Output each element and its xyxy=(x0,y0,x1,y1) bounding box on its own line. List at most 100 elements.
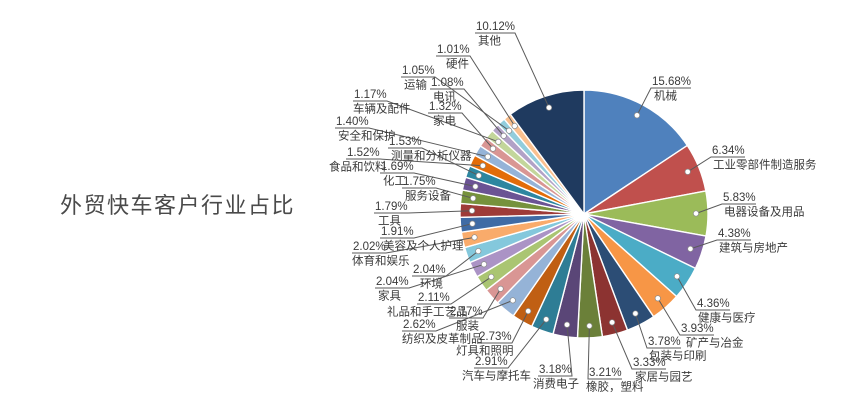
slice-marker xyxy=(509,297,516,304)
leader-line xyxy=(657,298,714,336)
slice-name-label: 汽车与摩托车 xyxy=(462,369,531,383)
slice-marker xyxy=(684,168,691,175)
slice-percent-label: 3.18% xyxy=(539,364,572,376)
leader-line xyxy=(436,55,516,127)
leader-line xyxy=(402,187,474,199)
slice-name-label: 硬件 xyxy=(446,57,469,71)
leader-line xyxy=(412,250,479,277)
slice-percent-label: 3.93% xyxy=(681,323,714,335)
slice-marker xyxy=(673,273,681,280)
slice-percent-label: 1.91% xyxy=(381,226,414,238)
slice-name-label: 包装与印刷 xyxy=(649,350,707,363)
slice-name-label: 车辆及配件 xyxy=(353,102,411,116)
leader-line xyxy=(352,236,475,254)
slice-marker xyxy=(525,308,532,315)
leader-line xyxy=(388,147,480,177)
leader-line xyxy=(380,223,473,239)
slice-marker xyxy=(475,172,482,179)
leader-line xyxy=(611,322,666,370)
leader-line xyxy=(430,88,505,137)
slice-percent-label: 4.38% xyxy=(718,228,751,240)
leader-line xyxy=(695,203,756,214)
leader-line xyxy=(474,319,547,369)
leader-line xyxy=(417,276,492,305)
slice-percent-label: 10.12% xyxy=(476,21,515,33)
leader-line xyxy=(634,313,681,349)
pie-slices-group xyxy=(459,89,709,339)
leader-line xyxy=(538,324,573,377)
slice-marker xyxy=(497,285,504,292)
leader-line xyxy=(478,310,529,344)
slice-percent-label: 15.68% xyxy=(652,76,691,88)
slice-marker xyxy=(543,316,550,323)
leader-line xyxy=(676,276,730,311)
leader-line xyxy=(353,100,499,143)
leader-line xyxy=(380,172,476,187)
slice-marker xyxy=(468,207,476,214)
slice-percent-label: 2.04% xyxy=(376,276,409,288)
leader-line xyxy=(690,239,751,250)
slice-percent-label: 2.11% xyxy=(418,292,450,304)
slice-percent-label: 3.33% xyxy=(633,357,666,369)
slice-marker xyxy=(484,153,491,160)
slice-name-label: 消费电子 xyxy=(533,377,579,391)
slice-name-label: 健康与医疗 xyxy=(698,311,756,325)
slice-name-label: 其他 xyxy=(478,35,501,48)
slice-percent-label: 1.05% xyxy=(402,65,435,77)
slice-name-label: 机械 xyxy=(654,89,677,103)
slice-percent-label: 3.78% xyxy=(648,336,681,348)
slice-percent-label: 6.34% xyxy=(712,145,745,157)
slice-marker xyxy=(470,195,477,202)
slice-marker xyxy=(479,162,486,169)
leader-line xyxy=(346,158,483,167)
slice-marker xyxy=(495,138,502,145)
leader-line xyxy=(428,112,494,150)
slice-marker xyxy=(654,295,661,302)
slice-name-label: 工业零部件制造服务 xyxy=(713,158,817,172)
slice-percent-label: 1.08% xyxy=(431,77,464,89)
slice-name-label: 矿产与冶金 xyxy=(686,336,744,350)
slice-name-label: 家电 xyxy=(433,114,456,128)
slice-percent-label: 1.52% xyxy=(347,147,380,159)
leader-line xyxy=(449,288,502,319)
slice-name-label: 化工 xyxy=(383,174,406,188)
slice-marker xyxy=(488,273,495,280)
leader-line xyxy=(335,127,488,158)
slice-percent-label: 1.79% xyxy=(375,201,408,213)
slice-marker xyxy=(500,132,507,139)
leader-line xyxy=(475,32,550,108)
slice-labels-group: 15.68%机械 6.34%工业零部件制造服务 5.83%电器设备及用品 4.38%建… xyxy=(329,21,817,394)
slice-name-label: 建筑与房地产 xyxy=(719,241,788,255)
slice-percent-label: 2.91% xyxy=(475,356,508,368)
slice-marker xyxy=(475,248,482,255)
slice-name-label: 工具 xyxy=(378,215,401,228)
leader-lines-group xyxy=(335,32,756,380)
chart-title: 外贸快车客户行业占比 xyxy=(60,193,295,218)
slice-name-label: 礼品和手工艺品 xyxy=(387,305,468,319)
slice-name-label: 测量和分析仪器 xyxy=(391,149,472,163)
slice-percent-label: 2.73% xyxy=(479,331,512,343)
slice-name-label: 食品和饮料 xyxy=(329,160,387,174)
slice-name-label: 运输 xyxy=(404,78,427,92)
slice-percent-label: 2.62% xyxy=(403,319,436,331)
slice-percent-label: 2.17% xyxy=(450,306,483,318)
slice-marker xyxy=(489,145,497,152)
slice-name-label: 橡胶，塑料 xyxy=(586,380,644,394)
slice-name-label: 环境 xyxy=(420,277,443,291)
leader-line xyxy=(375,263,485,289)
slice-name-label: 灯具和照明 xyxy=(456,345,514,358)
slice-name-label: 服装 xyxy=(456,320,479,333)
slice-name-label: 家居与园艺 xyxy=(635,370,693,384)
slice-percent-label: 1.53% xyxy=(389,136,422,148)
slice-percent-label: 2.02% xyxy=(353,241,386,253)
slice-percent-label: 5.83% xyxy=(723,192,756,204)
slice-marker xyxy=(471,234,478,241)
slice-name-label: 家具 xyxy=(378,289,401,303)
slice-marker xyxy=(632,310,639,317)
slice-name-label: 服务设备 xyxy=(405,189,451,203)
slice-percent-label: 1.17% xyxy=(354,89,387,101)
slice-marker xyxy=(586,322,593,329)
slice-name-label: 电讯 xyxy=(433,91,456,104)
